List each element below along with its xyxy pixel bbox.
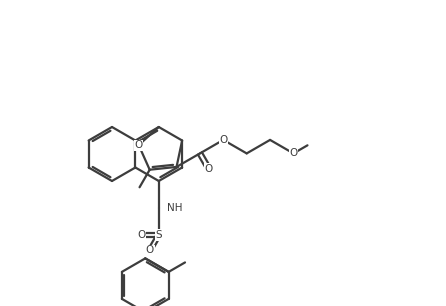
Text: O: O xyxy=(289,148,297,159)
Text: O: O xyxy=(135,140,143,150)
Text: O: O xyxy=(219,135,227,145)
Text: S: S xyxy=(156,230,162,240)
Text: NH: NH xyxy=(167,203,182,213)
Text: O: O xyxy=(146,245,154,255)
Text: O: O xyxy=(137,230,145,240)
Text: O: O xyxy=(205,164,213,174)
